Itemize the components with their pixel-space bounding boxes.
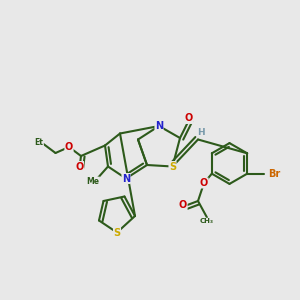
Text: S: S bbox=[169, 161, 176, 172]
Text: N: N bbox=[122, 173, 130, 184]
Text: Br: Br bbox=[268, 169, 280, 179]
Text: O: O bbox=[200, 178, 208, 188]
Text: O: O bbox=[75, 161, 84, 172]
Text: O: O bbox=[65, 142, 73, 152]
Text: Et: Et bbox=[34, 138, 43, 147]
Text: S: S bbox=[113, 227, 121, 238]
Text: O: O bbox=[185, 113, 193, 124]
Text: Me: Me bbox=[86, 177, 100, 186]
Text: H: H bbox=[197, 128, 205, 137]
Text: CH₃: CH₃ bbox=[200, 218, 214, 224]
Text: N: N bbox=[155, 121, 163, 131]
Text: O: O bbox=[179, 200, 187, 211]
